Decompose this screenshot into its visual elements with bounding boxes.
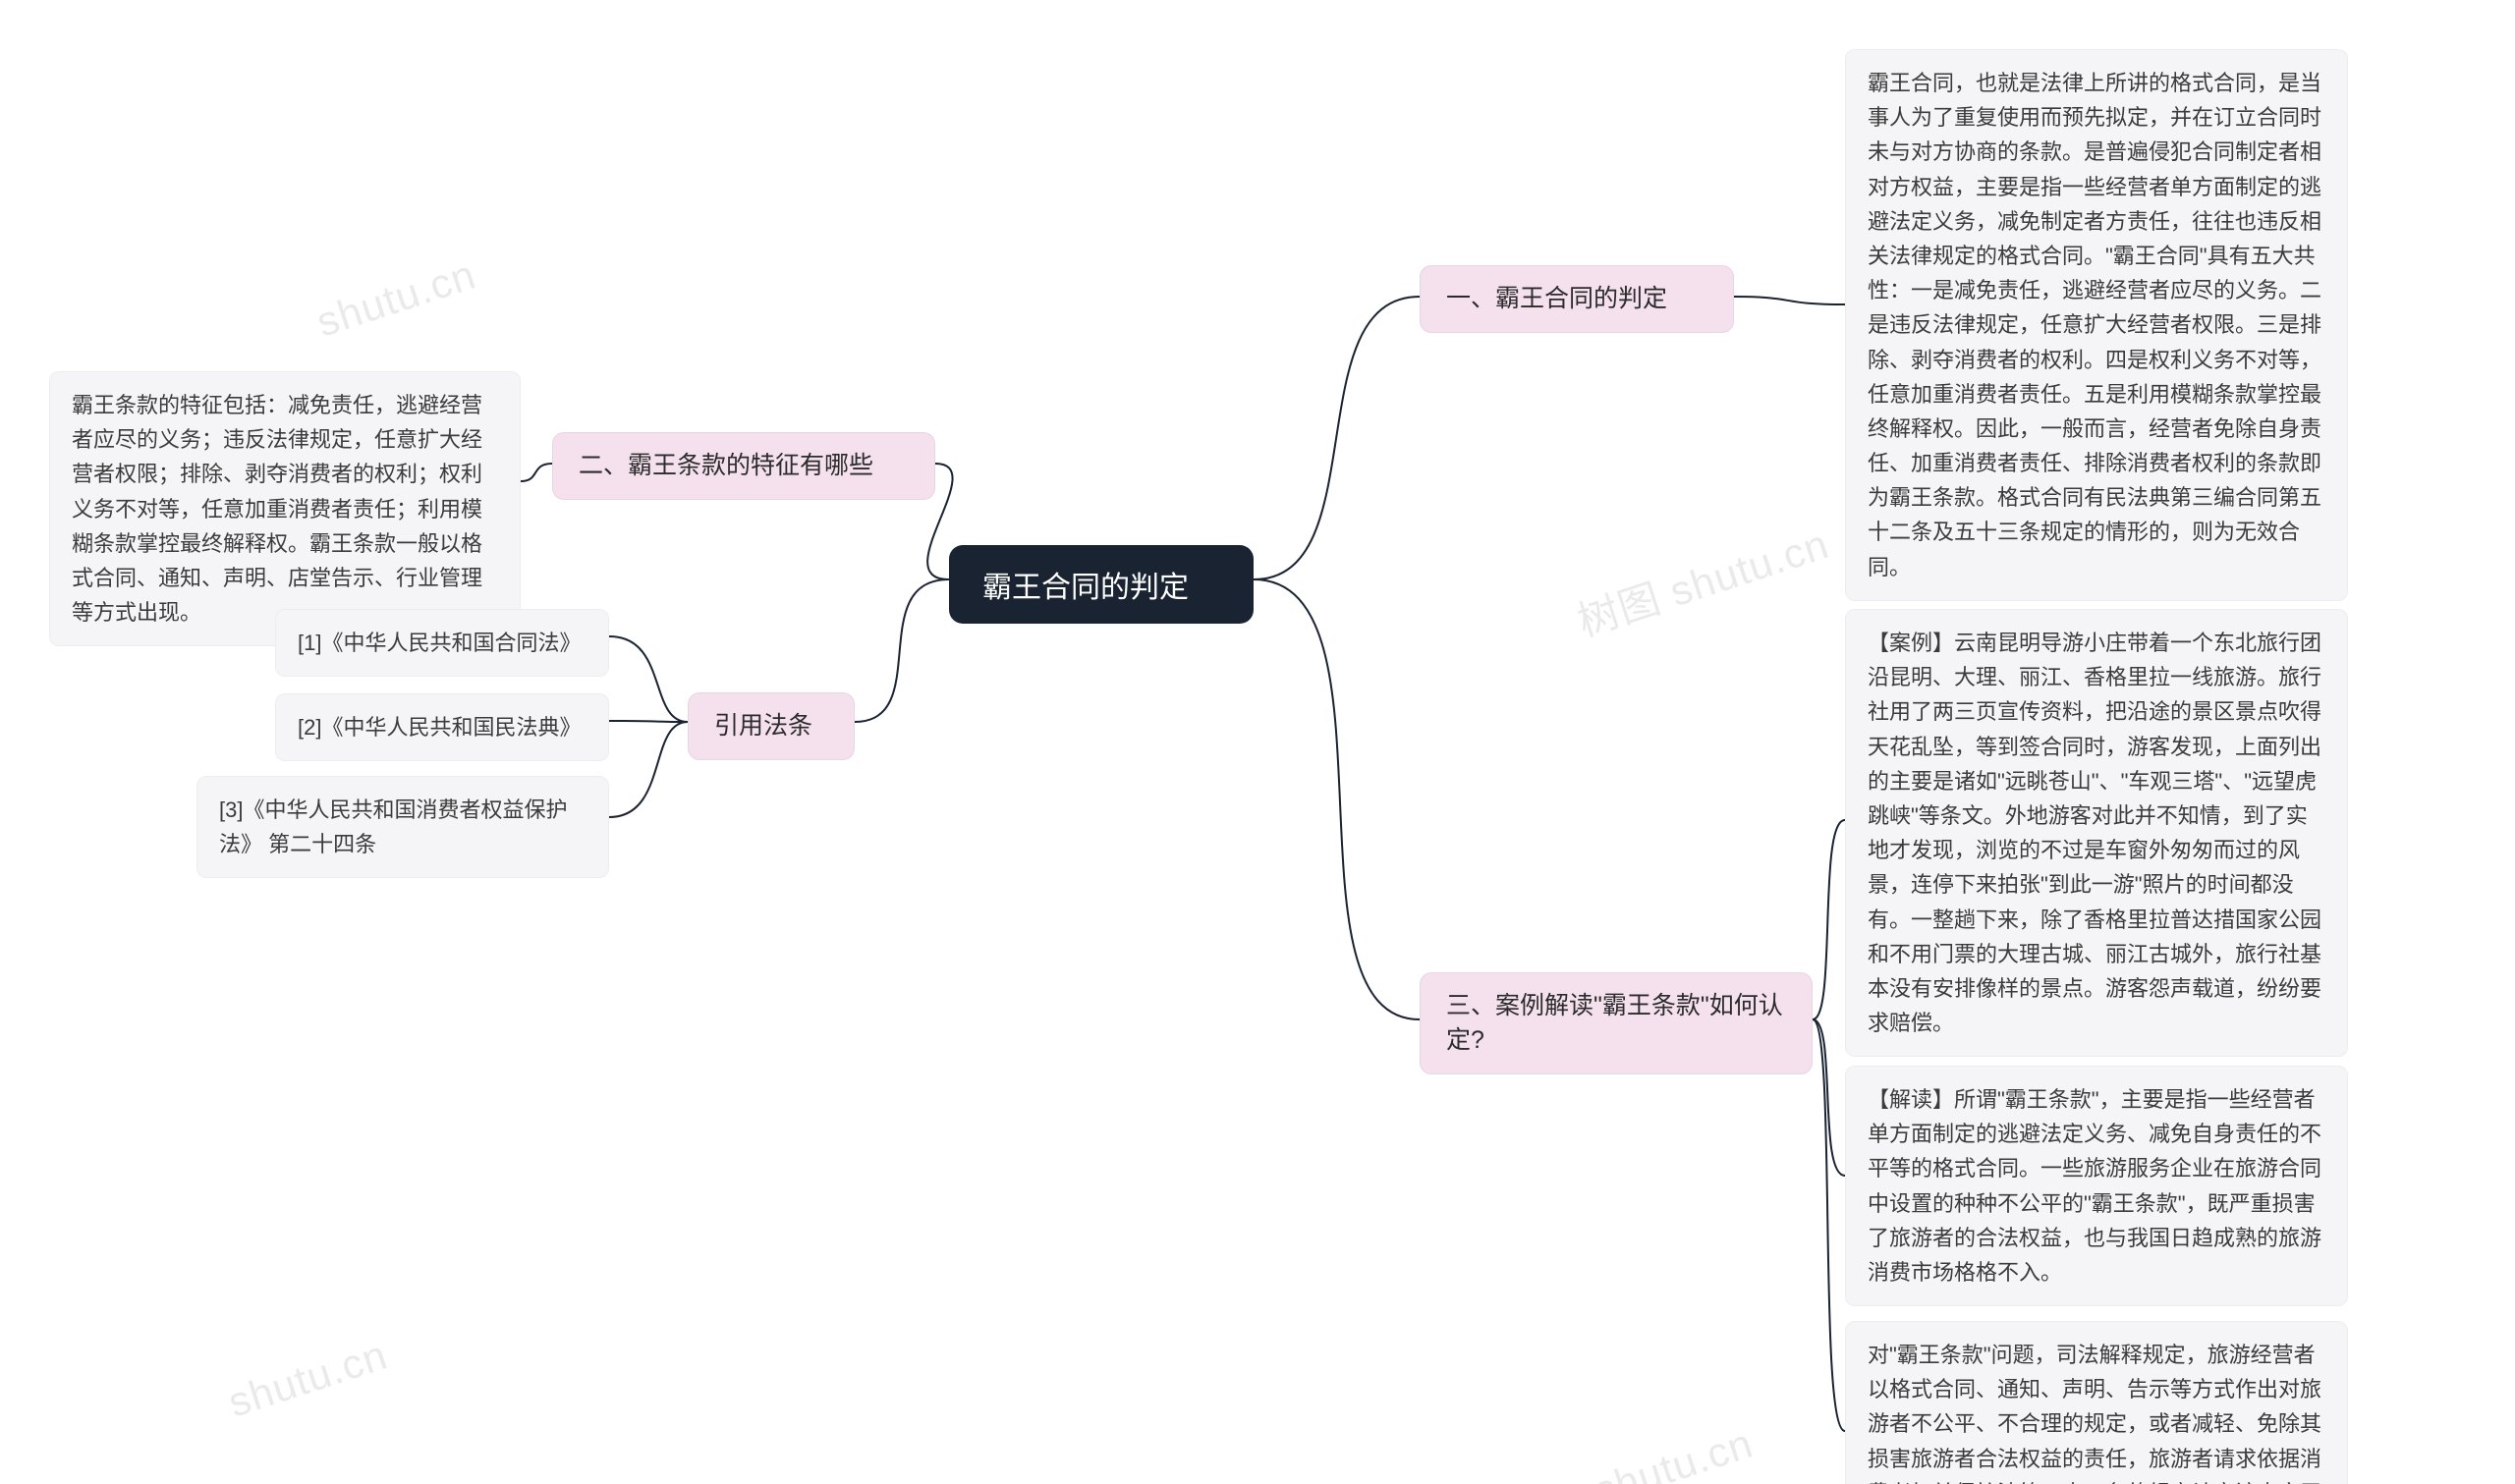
leaf-node-b2-l1[interactable]: 霸王条款的特征包括：减免责任，逃避经营者应尽的义务；违反法律规定，任意扩大经营者… <box>49 371 521 646</box>
branch-node-3[interactable]: 三、案例解读"霸王条款"如何认定? <box>1420 972 1813 1074</box>
watermark: shutu.cn <box>223 1331 393 1426</box>
leaf-node-b4-l3[interactable]: [3]《中华人民共和国消费者权益保护法》 第二十四条 <box>196 776 609 878</box>
leaf-node-b1-l1[interactable]: 霸王合同，也就是法律上所讲的格式合同，是当事人为了重复使用而预先拟定，并在订立合… <box>1845 49 2348 601</box>
watermark: 树图 shutu.cn <box>1569 511 1835 648</box>
leaf-node-b3-l2[interactable]: 【解读】所谓"霸王条款"，主要是指一些经营者单方面制定的逃避法定义务、减免自身责… <box>1845 1066 2348 1306</box>
leaf-node-b3-l3[interactable]: 对"霸王条款"问题，司法解释规定，旅游经营者以格式合同、通知、声明、告示等方式作… <box>1845 1321 2348 1484</box>
leaf-node-b4-l2[interactable]: [2]《中华人民共和国民法典》 <box>275 693 609 761</box>
watermark: shutu.cn <box>311 250 481 346</box>
branch-node-2[interactable]: 二、霸王条款的特征有哪些 <box>552 432 935 500</box>
watermark: shutu.cn <box>1589 1419 1759 1484</box>
branch-node-1[interactable]: 一、霸王合同的判定 <box>1420 265 1734 333</box>
leaf-node-b3-l1[interactable]: 【案例】云南昆明导游小庄带着一个东北旅行团沿昆明、大理、丽江、香格里拉一线旅游。… <box>1845 609 2348 1057</box>
root-node[interactable]: 霸王合同的判定 <box>949 545 1254 624</box>
leaf-node-b4-l1[interactable]: [1]《中华人民共和国合同法》 <box>275 609 609 677</box>
mindmap-canvas: shutu.cn 树图 shutu.cn shutu.cn shutu.cn 霸… <box>0 0 2515 1484</box>
branch-node-4[interactable]: 引用法条 <box>688 692 855 760</box>
